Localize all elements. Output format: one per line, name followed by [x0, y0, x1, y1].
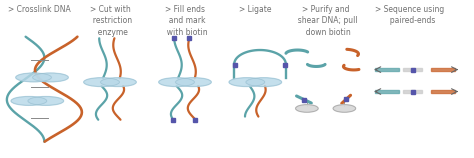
Ellipse shape	[159, 78, 194, 87]
Text: > Sequence using
  paired-ends: > Sequence using paired-ends	[375, 5, 445, 25]
Ellipse shape	[28, 97, 64, 105]
Bar	[431, 90, 456, 93]
Ellipse shape	[16, 73, 51, 82]
Bar	[403, 68, 422, 71]
Bar	[375, 90, 399, 93]
Ellipse shape	[84, 78, 119, 87]
Ellipse shape	[33, 73, 68, 82]
Text: > Purify and
  shear DNA; pull
  down biotin: > Purify and shear DNA; pull down biotin	[293, 5, 358, 37]
Bar	[403, 90, 422, 93]
Text: > Crosslink DNA: > Crosslink DNA	[9, 5, 71, 14]
Circle shape	[296, 105, 318, 112]
Text: > Fill ends
  and mark
  with biotin: > Fill ends and mark with biotin	[162, 5, 208, 37]
Ellipse shape	[100, 78, 136, 87]
Ellipse shape	[176, 78, 211, 87]
Bar	[375, 68, 399, 71]
Ellipse shape	[229, 78, 264, 87]
Text: > Cut with
  restriction
  enzyme: > Cut with restriction enzyme	[88, 5, 132, 37]
Bar	[431, 68, 456, 71]
Text: > Ligate: > Ligate	[239, 5, 272, 14]
Ellipse shape	[246, 78, 282, 87]
Ellipse shape	[11, 97, 47, 105]
Circle shape	[333, 105, 356, 112]
